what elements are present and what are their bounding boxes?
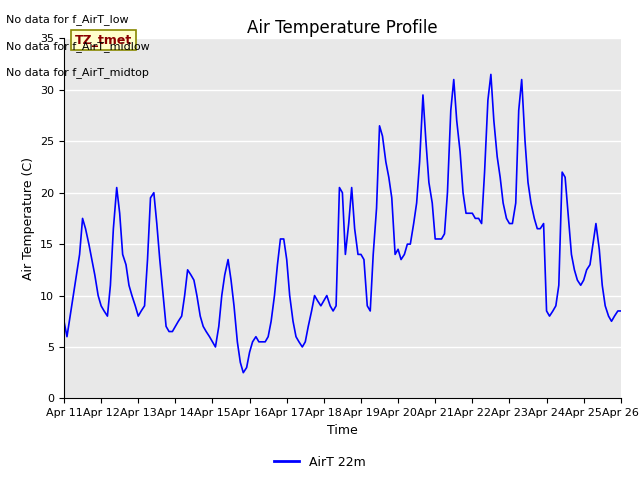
Text: No data for f_AirT_low: No data for f_AirT_low	[6, 14, 129, 25]
X-axis label: Time: Time	[327, 424, 358, 437]
Title: Air Temperature Profile: Air Temperature Profile	[247, 19, 438, 37]
Y-axis label: Air Temperature (C): Air Temperature (C)	[22, 157, 35, 280]
Legend: AirT 22m: AirT 22m	[269, 451, 371, 474]
Text: TZ_tmet: TZ_tmet	[75, 34, 132, 47]
Text: No data for f_AirT_midlow: No data for f_AirT_midlow	[6, 41, 150, 52]
Text: No data for f_AirT_midtop: No data for f_AirT_midtop	[6, 67, 149, 78]
